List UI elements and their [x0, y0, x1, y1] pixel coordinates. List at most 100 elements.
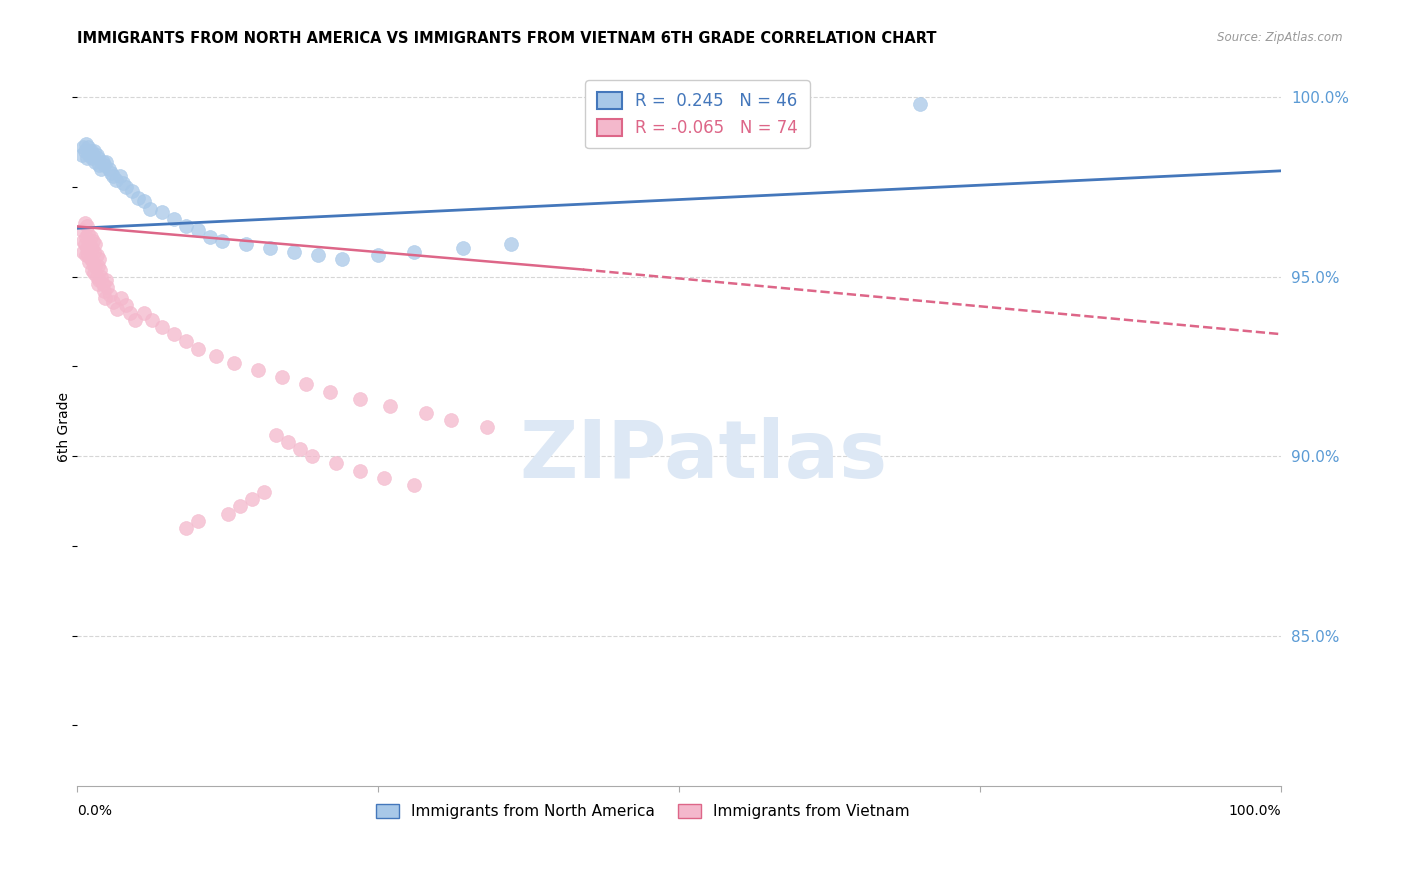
- Point: [82, 234, 104, 248]
- Point: [79, 255, 101, 269]
- Point: [96, 154, 118, 169]
- Point: [150, 205, 173, 219]
- Point: [75, 248, 97, 262]
- Point: [349, 392, 371, 406]
- Point: [246, 363, 269, 377]
- Point: [187, 223, 209, 237]
- Point: [132, 305, 155, 319]
- Point: [96, 273, 118, 287]
- Point: [404, 478, 426, 492]
- Point: [475, 420, 498, 434]
- Point: [301, 449, 323, 463]
- Point: [439, 413, 461, 427]
- Point: [163, 212, 186, 227]
- Point: [307, 248, 329, 262]
- Point: [187, 342, 209, 356]
- Point: [83, 266, 105, 280]
- Point: [72, 234, 94, 248]
- Point: [83, 144, 105, 158]
- Point: [82, 255, 104, 269]
- Point: [80, 241, 103, 255]
- Text: ZIPatlas: ZIPatlas: [519, 417, 887, 495]
- Point: [87, 158, 110, 172]
- Text: 0.0%: 0.0%: [77, 805, 112, 819]
- Point: [187, 514, 209, 528]
- Point: [77, 227, 100, 241]
- Point: [138, 202, 160, 216]
- Point: [235, 237, 257, 252]
- Point: [319, 384, 342, 399]
- Point: [87, 259, 110, 273]
- Point: [217, 507, 239, 521]
- Point: [283, 244, 305, 259]
- Point: [87, 277, 110, 291]
- Point: [349, 464, 371, 478]
- Point: [104, 173, 127, 187]
- Point: [96, 280, 118, 294]
- Point: [73, 237, 96, 252]
- Point: [86, 269, 108, 284]
- Text: 100.0%: 100.0%: [1229, 805, 1281, 819]
- Point: [97, 161, 120, 176]
- Point: [79, 144, 101, 158]
- Point: [141, 313, 163, 327]
- Y-axis label: 6th Grade: 6th Grade: [58, 392, 72, 462]
- Point: [373, 471, 395, 485]
- Point: [908, 97, 931, 112]
- Point: [84, 154, 107, 169]
- Point: [90, 161, 112, 176]
- Point: [451, 241, 474, 255]
- Point: [163, 327, 186, 342]
- Point: [380, 399, 402, 413]
- Point: [404, 244, 426, 259]
- Point: [367, 248, 389, 262]
- Point: [76, 151, 98, 165]
- Point: [82, 147, 104, 161]
- Point: [80, 151, 103, 165]
- Point: [277, 434, 299, 449]
- Point: [204, 349, 226, 363]
- Point: [91, 277, 114, 291]
- Point: [259, 241, 281, 255]
- Point: [108, 169, 131, 184]
- Point: [87, 252, 110, 266]
- Point: [73, 144, 96, 158]
- Point: [120, 305, 142, 319]
- Point: [229, 500, 252, 514]
- Point: [103, 294, 125, 309]
- Point: [264, 427, 287, 442]
- Point: [79, 147, 101, 161]
- Point: [77, 140, 100, 154]
- Point: [79, 252, 101, 266]
- Point: [73, 216, 96, 230]
- Point: [174, 334, 197, 349]
- Point: [75, 136, 97, 151]
- Point: [174, 219, 197, 234]
- Legend: Immigrants from North America, Immigrants from Vietnam: Immigrants from North America, Immigrant…: [370, 798, 917, 825]
- Point: [84, 259, 107, 273]
- Point: [105, 301, 128, 316]
- Point: [86, 147, 108, 161]
- Point: [124, 313, 146, 327]
- Point: [114, 180, 136, 194]
- Point: [89, 262, 111, 277]
- Point: [75, 230, 97, 244]
- Point: [271, 370, 294, 384]
- Point: [198, 230, 221, 244]
- Point: [86, 248, 108, 262]
- Point: [253, 485, 276, 500]
- Point: [70, 147, 93, 161]
- Point: [83, 244, 105, 259]
- Text: IMMIGRANTS FROM NORTH AMERICA VS IMMIGRANTS FROM VIETNAM 6TH GRADE CORRELATION C: IMMIGRANTS FROM NORTH AMERICA VS IMMIGRA…: [77, 31, 936, 46]
- Point: [98, 287, 121, 301]
- Point: [103, 169, 125, 184]
- Text: Source: ZipAtlas.com: Source: ZipAtlas.com: [1218, 31, 1343, 45]
- Point: [91, 154, 114, 169]
- Point: [100, 166, 122, 180]
- Point: [415, 406, 437, 420]
- Point: [112, 177, 135, 191]
- Point: [93, 284, 115, 298]
- Point: [325, 457, 347, 471]
- Point: [70, 223, 93, 237]
- Point: [121, 184, 143, 198]
